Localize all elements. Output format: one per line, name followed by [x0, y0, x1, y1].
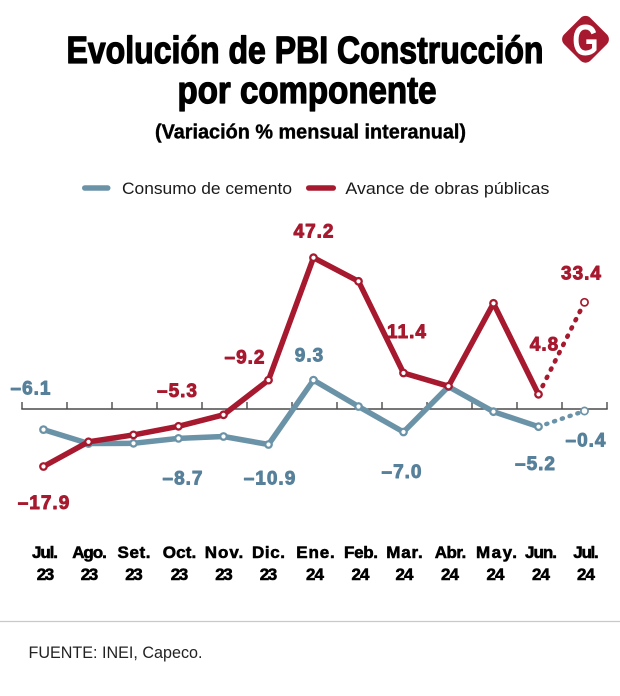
svg-text:24: 24	[441, 565, 460, 584]
svg-text:33.4: 33.4	[561, 264, 602, 285]
svg-text:47.2: 47.2	[294, 222, 335, 243]
svg-text:–5.2: –5.2	[515, 454, 556, 475]
svg-text:FUENTE: INEI, Capeco.: FUENTE: INEI, Capeco.	[29, 643, 203, 662]
svg-text:Ene.: Ene.	[296, 543, 335, 562]
svg-text:Dic.: Dic.	[252, 543, 285, 562]
svg-text:–6.1: –6.1	[11, 379, 52, 400]
svg-text:24: 24	[396, 565, 415, 584]
svg-text:24: 24	[352, 565, 371, 584]
svg-text:11.4: 11.4	[387, 322, 427, 343]
svg-text:–0.4: –0.4	[566, 431, 607, 452]
svg-text:4.8: 4.8	[530, 335, 559, 356]
svg-text:Feb.: Feb.	[344, 543, 378, 562]
svg-text:Oct.: Oct.	[163, 543, 197, 562]
svg-text:24: 24	[487, 565, 506, 584]
svg-text:Evolución de PBI Construcción: Evolución de PBI Construcción	[67, 29, 544, 72]
svg-text:24: 24	[577, 565, 596, 584]
svg-text:Abr.: Abr.	[435, 543, 467, 562]
svg-text:23: 23	[215, 565, 233, 584]
svg-text:Set.: Set.	[118, 543, 151, 562]
svg-text:–8.7: –8.7	[163, 469, 204, 490]
svg-text:Ago.: Ago.	[72, 543, 107, 562]
svg-text:por componente: por componente	[178, 69, 437, 112]
svg-text:–17.9: –17.9	[18, 493, 71, 514]
svg-text:G: G	[572, 17, 598, 65]
svg-text:23: 23	[171, 565, 189, 584]
svg-text:9.3: 9.3	[295, 346, 324, 367]
svg-text:Nov.: Nov.	[205, 543, 244, 562]
svg-text:23: 23	[125, 565, 143, 584]
svg-text:–5.3: –5.3	[157, 381, 198, 402]
svg-text:–7.0: –7.0	[382, 462, 423, 483]
svg-text:–10.9: –10.9	[244, 469, 297, 490]
svg-text:24: 24	[306, 565, 325, 584]
svg-text:Jul.: Jul.	[573, 543, 599, 562]
svg-text:23: 23	[81, 565, 99, 584]
svg-text:(Variación % mensual interanua: (Variación % mensual interanual)	[155, 122, 466, 144]
svg-text:Mar.: Mar.	[386, 543, 423, 562]
svg-text:Jun.: Jun.	[525, 543, 557, 562]
svg-text:May.: May.	[476, 543, 517, 562]
svg-text:23: 23	[260, 565, 278, 584]
svg-text:Jul.: Jul.	[32, 543, 58, 562]
svg-text:–9.2: –9.2	[225, 348, 266, 369]
svg-text:24: 24	[532, 565, 551, 584]
svg-text:Consumo de cemento: Consumo de cemento	[122, 179, 292, 198]
svg-text:23: 23	[37, 565, 55, 584]
svg-text:Avance de obras públicas: Avance de obras públicas	[345, 179, 549, 198]
